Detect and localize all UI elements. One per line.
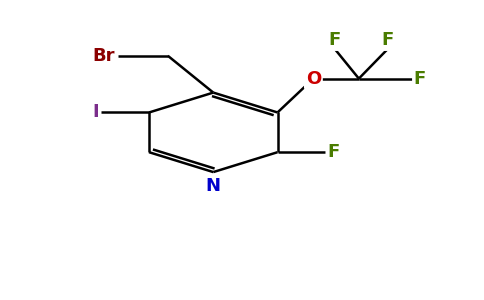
Text: F: F — [329, 31, 341, 49]
Text: Br: Br — [93, 47, 115, 65]
Text: F: F — [381, 31, 393, 49]
Text: N: N — [206, 177, 221, 195]
Text: I: I — [92, 103, 99, 122]
Text: F: F — [414, 70, 426, 88]
Text: O: O — [306, 70, 321, 88]
Text: F: F — [328, 143, 340, 161]
